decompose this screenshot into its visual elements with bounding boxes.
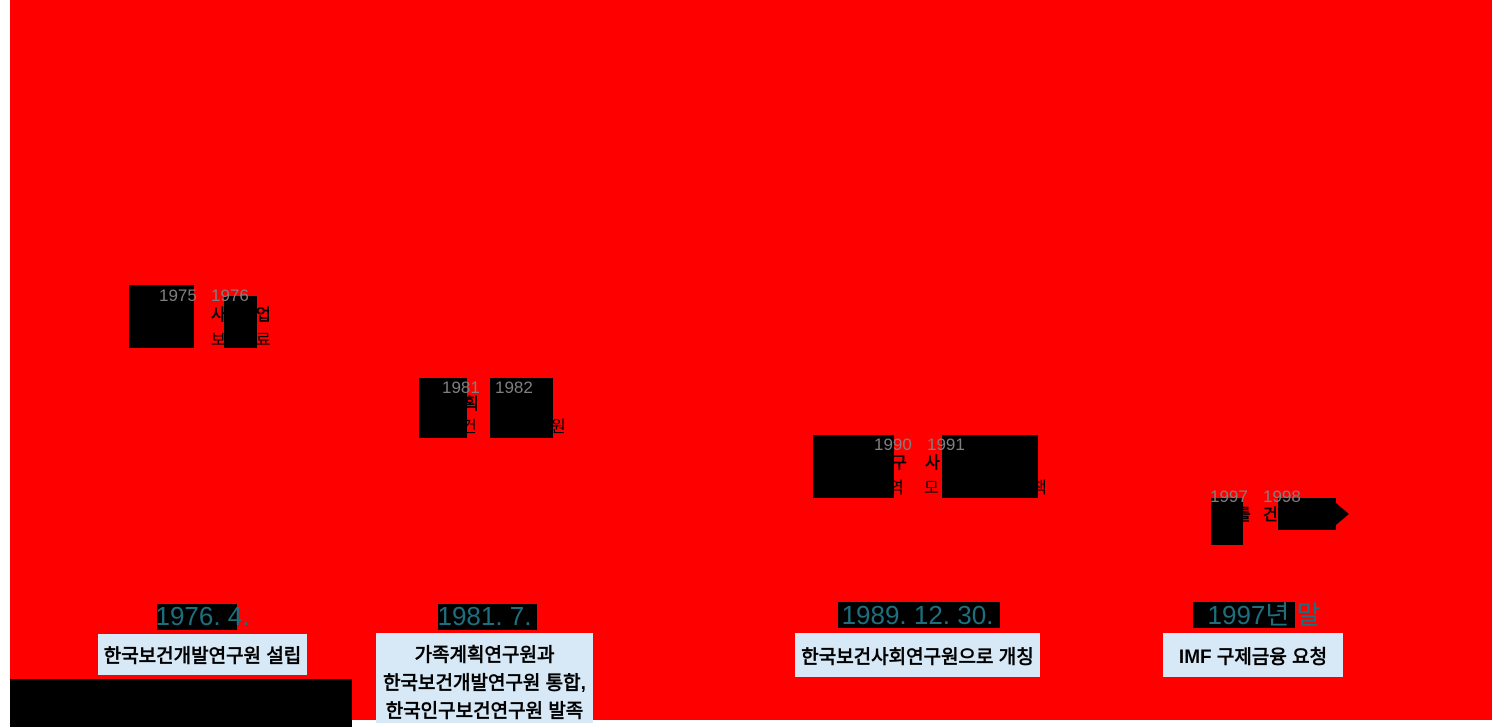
year-marker: 1976 (211, 286, 249, 305)
year-marker: 1998 (1263, 487, 1301, 506)
milestone-date: 1981. 7. (437, 601, 532, 631)
milestone-label: 한국보건사회연구원으로 개칭 (795, 633, 1040, 677)
milestone-label-text: 가족계획연구원과 (414, 645, 555, 666)
text-fragment: 모 (924, 480, 939, 497)
redaction-box-large (10, 679, 352, 727)
milestone-date: 1989. 12. 30. (841, 600, 994, 630)
redaction-box (1211, 498, 1243, 545)
redaction-arrow-body (1278, 498, 1336, 530)
redaction-box (490, 378, 553, 438)
redaction-box (942, 435, 1038, 498)
milestone-label: IMF 구제금융 요청 (1163, 633, 1343, 677)
right-arrow-icon (1336, 503, 1349, 525)
milestone-label-text: 한국보건사회연구원으로 개칭 (801, 646, 1034, 668)
date-highlight (1193, 602, 1295, 628)
date-highlight (157, 604, 237, 630)
redaction-box (419, 378, 467, 438)
milestone-label-text: 한국보건개발연구원 통합, (383, 673, 586, 694)
milestone-label-text: 한국보건개발연구원 설립 (103, 646, 302, 667)
year-marker: 1991 (927, 435, 965, 454)
milestone-date: 1976. 4. (155, 601, 250, 631)
milestone-label: 한국보건개발연구원 설립 (98, 634, 307, 675)
text-fragment: 원 (551, 419, 566, 436)
milestone-label-text: IMF 구제금융 요청 (1178, 646, 1328, 668)
milestone-label: 가족계획연구원과 한국보건개발연구원 통합, 한국인구보건연구원 발족 (376, 633, 593, 723)
redaction-box (224, 296, 257, 348)
year-marker: 1975 (159, 286, 197, 305)
date-highlight (838, 602, 1000, 628)
year-marker: 1982 (495, 378, 533, 397)
text-fragment: 구 (892, 455, 907, 472)
text-fragment: 료 (256, 332, 271, 349)
year-marker: 1997 (1210, 487, 1248, 506)
milestone-date: 1997년 말 (1207, 600, 1321, 630)
redaction-box (129, 285, 194, 348)
text-fragment: 건 (1263, 507, 1278, 524)
text-fragment: 사 (925, 455, 940, 472)
redaction-box (813, 435, 894, 498)
text-fragment: 획 (464, 396, 479, 413)
year-marker: 1981 (442, 378, 480, 397)
milestone-label-text: 한국인구보건연구원 발족 (385, 701, 584, 722)
year-marker: 1990 (874, 435, 912, 454)
red-overlay (10, 0, 1492, 720)
text-fragment: 사 (211, 307, 226, 324)
text-fragment: 보 (211, 332, 226, 349)
date-highlight (438, 604, 537, 630)
text-fragment: 업 (256, 307, 271, 324)
